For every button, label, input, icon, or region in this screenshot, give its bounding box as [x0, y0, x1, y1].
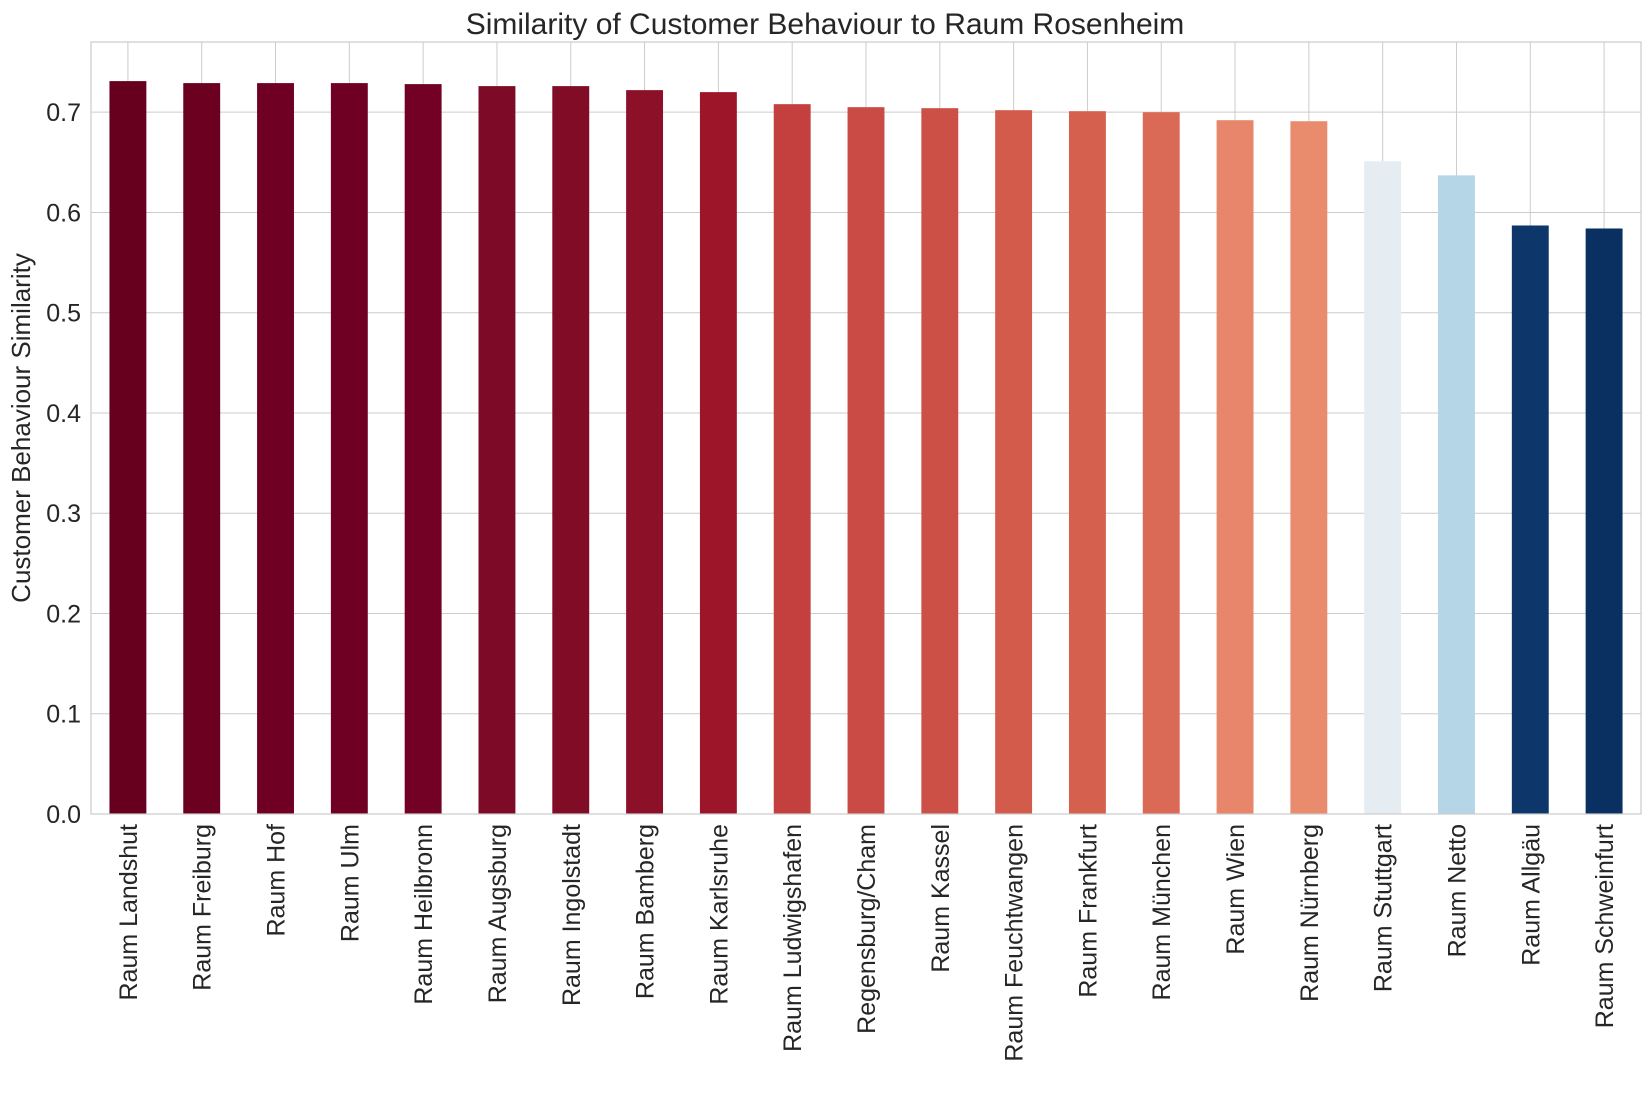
x-tick-label: Raum Frankfurt — [1074, 824, 1102, 998]
y-tick-label: 0.4 — [46, 400, 81, 428]
x-tick-label: Raum Allgäu — [1517, 824, 1545, 966]
bar — [847, 107, 885, 815]
x-axis-ticks: Raum Landshut Raum Freiburg Raum Hof Raum U… — [115, 824, 1619, 1062]
x-tick-label: Raum Schweinfurt — [1591, 824, 1619, 1028]
y-tick-label: 0.0 — [46, 801, 81, 829]
bar — [1511, 225, 1549, 814]
x-tick-label: Raum Wien — [1222, 824, 1250, 955]
bar — [330, 83, 368, 814]
bar — [1142, 112, 1180, 814]
bar — [257, 83, 294, 814]
x-tick-label: Raum Landshut — [115, 824, 143, 1001]
x-tick-label: Raum Netto — [1443, 824, 1471, 957]
x-tick-label: Raum Heilbronn — [410, 824, 438, 1005]
bar — [995, 110, 1033, 814]
bar — [773, 104, 811, 815]
y-tick-label: 0.5 — [46, 300, 81, 328]
y-axis-ticks: 0.0 0.1 0.2 0.3 0.4 0.5 0.6 0.7 — [46, 99, 81, 829]
bar — [1364, 161, 1402, 815]
chart-title: Similarity of Customer Behaviour to Raum… — [466, 8, 1185, 41]
bar — [699, 92, 737, 814]
bar — [626, 90, 664, 814]
x-tick-label: Raum Feuchtwangen — [1001, 824, 1029, 1062]
x-tick-label: Raum Augsburg — [484, 824, 512, 1003]
x-tick-label: Raum Ludwigshafen — [779, 824, 807, 1052]
bar — [1290, 121, 1328, 814]
x-tick-label: Raum Karlsruhe — [705, 824, 733, 1005]
bar — [1438, 175, 1475, 814]
x-tick-label: Raum Ulm — [336, 824, 364, 942]
bar — [183, 83, 221, 814]
bar — [404, 84, 442, 815]
bar — [1068, 111, 1106, 815]
y-tick-label: 0.3 — [46, 500, 81, 528]
bar — [109, 81, 147, 814]
x-tick-label: Raum Kassel — [927, 824, 955, 973]
x-tick-label: Raum Stuttgart — [1370, 824, 1398, 992]
bar — [1216, 120, 1254, 815]
x-tick-label: Raum München — [1148, 824, 1176, 1000]
plot-frame — [90, 41, 1642, 815]
x-tick-label: Raum Ingolstadt — [558, 824, 586, 1006]
x-tick-label: Raum Freiburg — [189, 824, 217, 991]
y-tick-label: 0.7 — [46, 99, 81, 127]
bar — [921, 108, 959, 814]
bar — [552, 86, 590, 815]
bar — [478, 86, 516, 815]
y-tick-label: 0.1 — [46, 701, 81, 729]
y-tick-label: 0.2 — [46, 600, 81, 628]
x-tick-label: Regensburg/Cham — [853, 824, 881, 1034]
x-tick-label: Raum Nürnberg — [1296, 824, 1324, 1002]
y-axis-label: Customer Behaviour Similarity — [6, 253, 36, 603]
bar — [1585, 228, 1623, 814]
bars — [109, 81, 1623, 815]
y-tick-label: 0.6 — [46, 199, 81, 227]
x-tick-label: Raum Hof — [263, 824, 291, 937]
x-tick-label: Raum Bamberg — [632, 824, 660, 999]
